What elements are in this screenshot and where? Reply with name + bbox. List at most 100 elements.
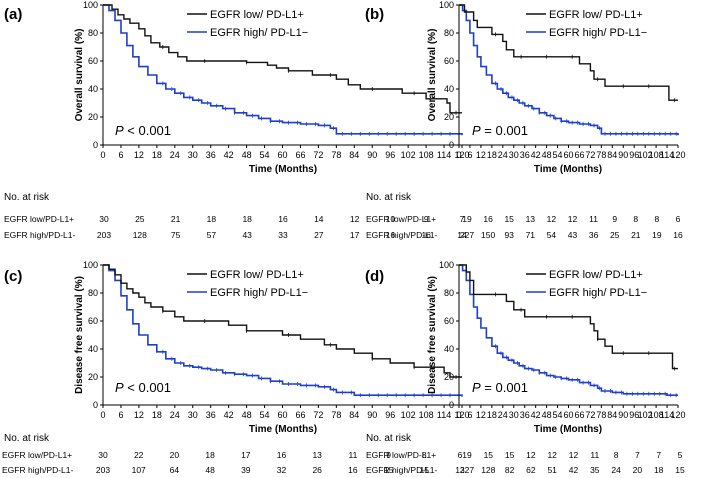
risk-count: 11 [589, 214, 598, 224]
p-value: P = 0.001 [472, 123, 528, 138]
risk-count: 93 [504, 230, 514, 240]
x-tick-label: 30 [509, 410, 519, 420]
y-axis-title: Disease free survival (%) [74, 276, 85, 394]
x-tick-label: 114 [660, 150, 674, 160]
x-tick-label: 30 [188, 150, 198, 160]
risk-count: 16 [673, 230, 683, 240]
x-tick-label: 96 [385, 150, 395, 160]
risk-count: 15 [420, 465, 430, 475]
series-line-egfr-high [459, 4, 679, 136]
y-axis-title: Overall survival (%) [74, 29, 85, 122]
risk-count: 22 [134, 450, 144, 460]
risk-count: 8 [422, 450, 427, 460]
risk-count: 12 [350, 214, 360, 224]
x-tick-label: 90 [618, 150, 628, 160]
series-line-egfr-low [103, 4, 462, 114]
x-tick-label: 114 [437, 410, 451, 420]
x-tick-label: 102 [638, 410, 653, 420]
x-tick-label: 66 [295, 410, 305, 420]
risk-count: 203 [97, 230, 111, 240]
x-tick-label: 12 [476, 410, 486, 420]
risk-row-label: EGFR low/PD-L1+ [366, 214, 436, 224]
x-tick-label: 84 [607, 150, 617, 160]
x-tick-label: 0 [100, 150, 105, 160]
y-tick-label: 20 [88, 112, 98, 122]
censor-marks-egfr-low [495, 292, 675, 371]
x-tick-label: 90 [367, 410, 377, 420]
x-tick-label: 84 [349, 150, 359, 160]
y-tick-label: 60 [444, 56, 454, 66]
risk-count: 18 [207, 214, 217, 224]
x-tick-label: 108 [649, 410, 664, 420]
x-tick-label: 54 [260, 150, 270, 160]
x-tick-label: 120 [454, 410, 469, 420]
risk-table: No. at risk EGFR low/PD-L1+ 19 16 15 13 12 12 11… [366, 192, 683, 240]
x-tick-label: 6 [467, 410, 472, 420]
risk-table-header: No. at risk [4, 192, 50, 203]
risk-count: 8 [655, 214, 660, 224]
risk-count: 13 [455, 465, 465, 475]
legend-label-egfr-low: EGFR low/ PD-L1+ [210, 269, 304, 281]
x-tick-label: 48 [242, 410, 252, 420]
risk-count: 48 [205, 465, 215, 475]
risk-count: 15 [504, 214, 514, 224]
x-tick-label: 90 [367, 150, 377, 160]
risk-count: 75 [171, 230, 181, 240]
x-tick-label: 120 [670, 410, 685, 420]
y-tick-label: 100 [83, 0, 98, 10]
risk-count: 19 [462, 214, 472, 224]
x-axis-title: Time (Months) [534, 424, 602, 435]
risk-count: 25 [135, 214, 145, 224]
x-tick-label: 102 [401, 410, 416, 420]
panel-label: (c) [4, 268, 22, 285]
x-tick-label: 84 [349, 410, 359, 420]
risk-count: 128 [481, 465, 495, 475]
censor-marks-egfr-high [495, 344, 677, 398]
p-value: P = 0.001 [472, 380, 528, 395]
risk-count: 15 [384, 465, 394, 475]
risk-count: 25 [610, 230, 620, 240]
legend-label-egfr-high: EGFR high/ PD-L1− [210, 287, 308, 299]
x-axis-title: Time (Months) [249, 164, 317, 175]
risk-count: 21 [631, 230, 641, 240]
risk-count: 24 [611, 465, 621, 475]
risk-count: 7 [635, 450, 640, 460]
risk-table-header: No. at risk [366, 192, 412, 203]
risk-row-label: EGFR low/PD-L1+ [366, 450, 436, 460]
risk-count: 20 [170, 450, 180, 460]
risk-table: No. at risk EGFR low/PD-L1+ 19 15 15 12 12 12 11… [366, 433, 685, 475]
x-tick-label: 0 [456, 410, 461, 420]
x-tick-label: 78 [596, 150, 606, 160]
risk-count: 6 [676, 214, 681, 224]
risk-count: 10 [386, 214, 396, 224]
risk-count: 227 [460, 230, 474, 240]
x-tick-label: 6 [467, 150, 472, 160]
risk-count: 18 [205, 450, 215, 460]
x-tick-label: 36 [206, 410, 216, 420]
risk-count: 13 [526, 214, 536, 224]
x-tick-label: 12 [134, 150, 144, 160]
risk-count: 15 [505, 450, 515, 460]
x-tick-label: 120 [454, 150, 469, 160]
censor-marks-egfr-high [495, 81, 677, 136]
censor-marks-egfr-low [495, 32, 675, 103]
risk-count: 30 [99, 214, 109, 224]
risk-count: 57 [207, 230, 217, 240]
y-tick-label: 20 [444, 372, 454, 382]
x-tick-label: 36 [520, 150, 530, 160]
x-tick-label: 54 [260, 410, 270, 420]
risk-count: 16 [278, 214, 288, 224]
risk-count: 11 [348, 450, 357, 460]
risk-count: 43 [242, 230, 252, 240]
risk-count: 54 [547, 230, 557, 240]
x-tick-label: 12 [134, 410, 144, 420]
x-tick-label: 60 [277, 150, 287, 160]
risk-count: 32 [277, 465, 287, 475]
risk-count: 18 [242, 214, 252, 224]
risk-count: 15 [675, 465, 685, 475]
y-tick-label: 60 [444, 316, 454, 326]
risk-count: 5 [678, 450, 683, 460]
